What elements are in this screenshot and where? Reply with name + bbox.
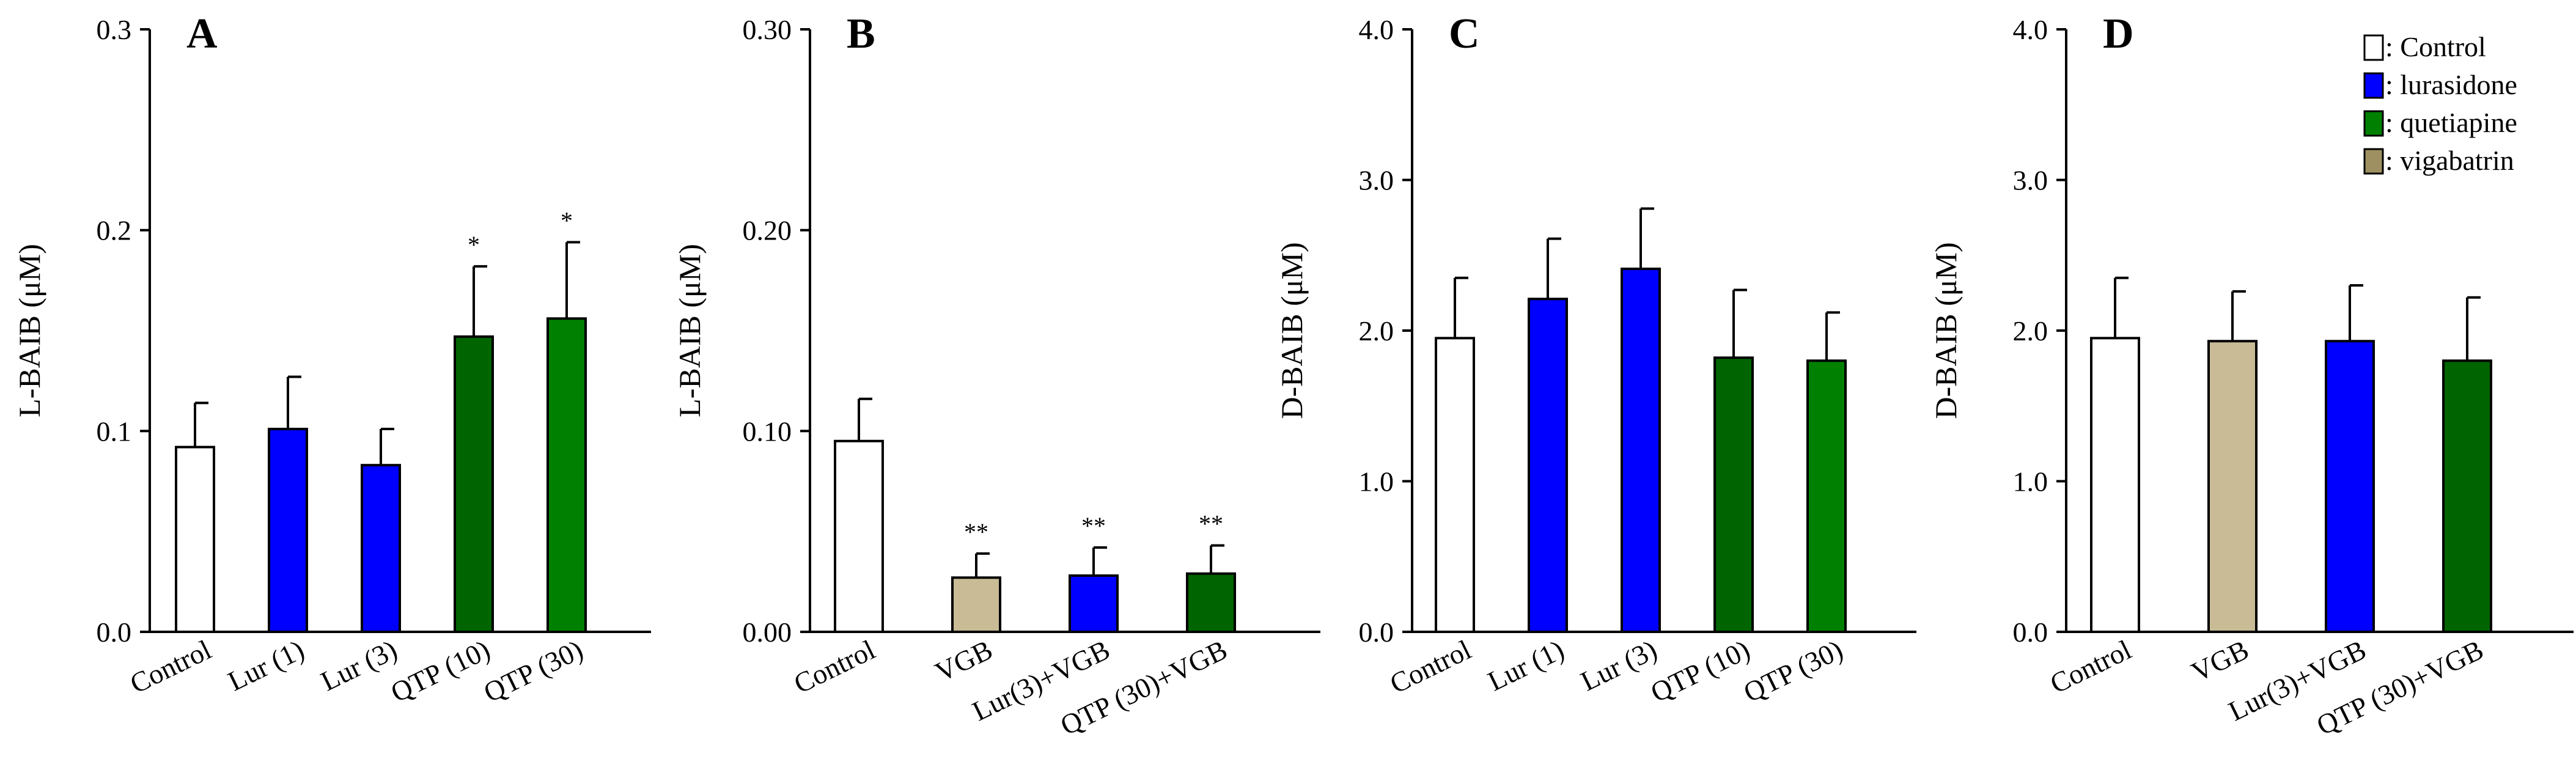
y-tick-label: 2.0 (2013, 315, 2048, 346)
panel-letter: A (186, 10, 218, 57)
significance-marker: * (561, 207, 573, 234)
y-tick-label: 0.1 (97, 416, 132, 447)
bar (1806, 359, 1847, 633)
legend-swatch (2363, 148, 2384, 175)
bar (1528, 298, 1568, 633)
bar (1186, 572, 1236, 633)
y-tick-label: 2.0 (1359, 315, 1394, 346)
y-tick-label: 0.30 (743, 14, 792, 45)
significance-marker: * (468, 231, 480, 258)
panel-letter: D (2103, 10, 2134, 57)
bar (834, 439, 884, 633)
panel-letter: B (847, 10, 875, 57)
category-label: VGB (2187, 634, 2254, 687)
bar (454, 335, 494, 633)
significance-marker: ** (1081, 512, 1106, 540)
bar (951, 576, 1001, 634)
bar (2090, 337, 2140, 633)
category-label: Control (789, 634, 880, 699)
y-tick-label: 0.0 (2013, 617, 2048, 648)
bar (546, 317, 587, 633)
y-axis-label: D-BAIB (μM) (1275, 242, 1309, 419)
y-tick-label: 4.0 (1359, 14, 1394, 45)
y-tick-label: 4.0 (2013, 14, 2048, 45)
legend-label: : quetiapine (2385, 107, 2517, 138)
y-tick-label: 0.0 (97, 617, 132, 648)
category-label: QTP (10) (386, 634, 495, 708)
y-tick-label: 0.0 (1359, 617, 1394, 648)
y-tick-label: 3.0 (2013, 165, 2048, 196)
category-label: QTP (30) (1739, 634, 1847, 708)
bar (1069, 574, 1119, 633)
y-tick-label: 0.10 (743, 416, 792, 447)
y-axis-label: L-BAIB (μM) (672, 244, 707, 417)
bar (1435, 337, 1475, 633)
significance-marker: ** (1199, 510, 1223, 538)
y-tick-label: 0.3 (97, 14, 132, 45)
legend-label: : Control (2385, 31, 2486, 62)
y-tick-label: 0.20 (743, 215, 792, 246)
bar (268, 428, 308, 634)
legend-swatch (2363, 72, 2384, 99)
y-axis-label: L-BAIB (μM) (12, 244, 46, 417)
category-label: Control (2045, 634, 2136, 699)
legend-label: : vigabatrin (2385, 145, 2514, 176)
bar (2442, 359, 2492, 633)
bar (2207, 340, 2258, 633)
category-label: VGB (930, 634, 998, 687)
legend-swatch (2363, 34, 2384, 61)
y-tick-label: 0.2 (97, 215, 132, 246)
panel-letter: C (1449, 10, 1480, 57)
bar (1713, 356, 1754, 633)
y-tick-label: 1.0 (2013, 466, 2048, 497)
category-label: Lur (1) (1483, 634, 1569, 697)
bar (2325, 340, 2375, 633)
legend-label: : lurasidone (2385, 69, 2517, 100)
y-tick-label: 0.00 (743, 617, 792, 648)
category-label: QTP (30) (479, 634, 587, 708)
bar (1621, 267, 1661, 633)
bar (361, 464, 401, 633)
category-label: Control (125, 634, 216, 699)
y-tick-label: 3.0 (1359, 165, 1394, 196)
bar (175, 445, 215, 633)
y-tick-label: 1.0 (1359, 466, 1394, 497)
category-label: Lur (1) (223, 634, 309, 697)
y-axis-label: D-BAIB (μM) (1929, 242, 1963, 419)
significance-marker: ** (964, 518, 988, 546)
legend-swatch (2363, 110, 2384, 137)
category-label: QTP (10) (1646, 634, 1754, 708)
category-label: Control (1385, 634, 1476, 699)
